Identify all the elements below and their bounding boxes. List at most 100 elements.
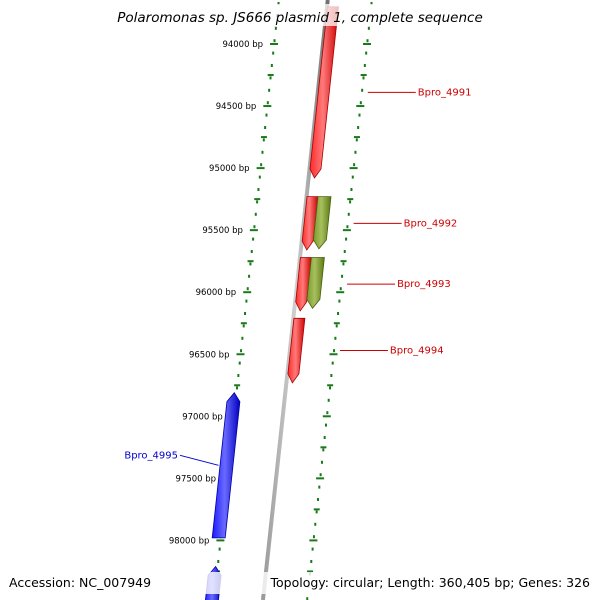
scale-dot	[346, 225, 349, 229]
footer: Accession: NC_007949 Topology: circular;…	[0, 572, 600, 594]
scale-dot	[252, 237, 255, 241]
gene-arrow-bpro_4992_olive[interactable]	[312, 196, 332, 250]
gene-arrow-bpro_4994[interactable]	[287, 317, 306, 384]
scale-dot	[315, 510, 318, 514]
scale-dot	[248, 274, 251, 278]
scale-dot	[322, 448, 325, 452]
scale-tick-label: 97500 bp	[176, 474, 217, 484]
scale-dot	[266, 101, 269, 105]
scale-dot	[363, 64, 366, 67]
scale-dot	[257, 188, 260, 191]
gene-arrow-bpro_4993[interactable]	[295, 257, 312, 312]
scale-tick-label: 95500 bp	[202, 226, 243, 236]
scale-dot	[362, 76, 365, 80]
gene-label-bpro_4995[interactable]: Bpro_4995	[124, 450, 178, 461]
gene-label-bpro_4991[interactable]: Bpro_4991	[418, 87, 472, 98]
scale-dot	[273, 39, 276, 43]
scale-dot	[337, 312, 340, 315]
gene-label-leader	[179, 454, 219, 466]
scale-dot	[359, 101, 362, 105]
scale-dot	[334, 336, 337, 340]
scale-dot	[353, 163, 356, 167]
scale-dot	[269, 76, 272, 80]
scale-dot	[256, 200, 259, 204]
scale-dot	[264, 126, 267, 129]
scale-dot	[345, 237, 348, 241]
scale-dot	[238, 361, 241, 365]
scale-dot	[242, 324, 245, 328]
topology-summary: Topology: circular; Length: 360,405 bp; …	[270, 575, 591, 590]
scale-dot	[268, 88, 271, 92]
scale-dot	[250, 250, 253, 253]
scale-dot	[339, 287, 342, 291]
scale-dot	[274, 26, 277, 30]
scale-dot	[329, 386, 332, 390]
gene-arrows	[205, 6, 339, 600]
scale-dot	[319, 473, 322, 477]
scale-dot	[262, 138, 265, 142]
scale-dot	[343, 250, 346, 253]
scale-dot	[261, 150, 264, 154]
scale-dot	[249, 262, 252, 266]
scale-dot	[331, 361, 334, 365]
scale-dot	[351, 175, 354, 179]
scale-tick-labels: 94000 bp 94500 bp 95000 bp 95500 bp 96000 bp…	[169, 40, 263, 546]
scale-dot	[365, 51, 368, 55]
scale-dot	[237, 374, 240, 377]
scale-dot	[272, 51, 275, 55]
gene-arrow-bpro_4995[interactable]	[211, 392, 241, 539]
scale-dot	[246, 287, 249, 291]
scale-dot	[333, 349, 336, 353]
scale-dot	[325, 423, 328, 427]
gene-label-bpro_4993[interactable]: Bpro_4993	[397, 279, 451, 290]
scale-dot	[355, 138, 358, 142]
scale-dot	[323, 436, 326, 439]
scale-dot	[341, 274, 344, 278]
scale-dot	[347, 212, 350, 216]
scale-dot	[342, 262, 345, 266]
gene-label-bpro_4992[interactable]: Bpro_4992	[404, 218, 458, 229]
scale-dot	[312, 535, 315, 539]
scale-tick-label: 98000 bp	[169, 536, 210, 546]
scale-dot	[253, 225, 256, 229]
scale-dot	[370, 2, 373, 5]
title-bar: Polaromonas sp. JS666 plasmid 1, complet…	[117, 4, 483, 26]
scale-dot	[277, 2, 280, 5]
scale-dot	[354, 150, 357, 154]
scale-dot	[367, 26, 370, 30]
scale-dot	[358, 113, 361, 117]
scale-tick-label: 97000 bp	[182, 412, 223, 422]
scale-dot	[270, 64, 273, 67]
scale-dot	[240, 349, 243, 353]
scale-dot	[217, 560, 220, 563]
scale-dot	[316, 498, 319, 501]
scale-dot	[254, 212, 257, 216]
scale-dot	[338, 299, 341, 303]
scale-dot	[326, 411, 329, 415]
genome-backbone	[260, 0, 330, 600]
map-title: Polaromonas sp. JS666 plasmid 1, complet…	[117, 10, 483, 26]
scale-tick-label: 95000 bp	[209, 164, 250, 174]
scale-dot	[318, 485, 321, 489]
scale-dot	[314, 522, 317, 526]
scale-dot	[350, 188, 353, 191]
gene-labels: Bpro_4991 Bpro_4992 Bpro_4993 Bpro_4994 Bpro…	[124, 87, 472, 466]
scale-dotted-track-right	[306, 2, 373, 600]
scale-dot	[357, 126, 360, 129]
scale-dot	[361, 88, 364, 92]
scale-dot	[265, 113, 268, 117]
scale-tick-label: 94000 bp	[222, 40, 263, 50]
scale-dot	[327, 398, 330, 402]
scale-dot	[330, 374, 333, 377]
scale-tick-label: 96500 bp	[189, 350, 230, 360]
gene-label-bpro_4994[interactable]: Bpro_4994	[390, 346, 444, 357]
scale-dot	[320, 460, 323, 464]
gene-arrow-bpro_4992[interactable]	[301, 196, 319, 251]
scale-dot	[311, 547, 314, 551]
gene-arrow-bpro_4993_olive[interactable]	[306, 257, 325, 309]
scale-dot	[244, 312, 247, 315]
scale-tick-label: 96000 bp	[196, 288, 237, 298]
accession-text: Accession: NC_007949	[9, 575, 151, 590]
scale-dot	[335, 324, 338, 328]
